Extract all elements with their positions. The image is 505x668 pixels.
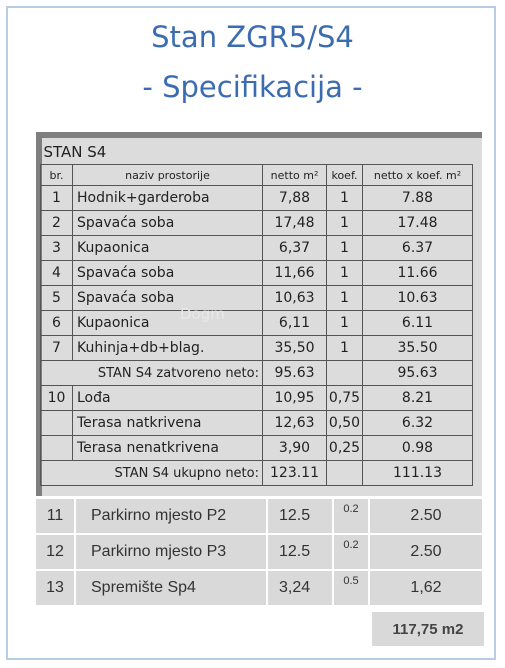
weighted-area: 1,62 xyxy=(370,571,482,605)
table-row: Terasa nenatkrivena 3,90 0,25 0.98 xyxy=(40,435,473,461)
coefficient: 1 xyxy=(326,260,363,286)
weighted-area: 17.48 xyxy=(362,210,473,236)
total-label: STAN S4 ukupno neto: xyxy=(40,460,263,486)
room-name: Spavaća soba xyxy=(72,285,263,311)
total-row: STAN S4 ukupno neto: 123.11 111.13 xyxy=(40,460,473,486)
header-cell: koef. xyxy=(326,164,363,186)
row-number: 6 xyxy=(40,310,73,336)
row-number: 11 xyxy=(36,499,74,533)
row-number: 4 xyxy=(40,260,73,286)
net-area: 10,95 xyxy=(262,385,327,411)
weighted-area: 2.50 xyxy=(370,535,482,569)
header-cell: naziv prostorije xyxy=(72,164,263,186)
table-header-row: br. naziv prostorije netto m² koef. nett… xyxy=(40,164,473,186)
row-number: 7 xyxy=(40,335,73,361)
page-title: Stan ZGR5/S4 xyxy=(151,20,354,54)
row-number: 5 xyxy=(40,285,73,311)
coefficient: 1 xyxy=(326,235,363,261)
header-cell: netto m² xyxy=(262,164,327,186)
coefficient: 0.2 xyxy=(334,499,368,533)
item-area: 12.5 xyxy=(268,499,332,533)
item-name: Spremište Sp4 xyxy=(76,571,266,605)
room-name: Kuhinja+db+blag. xyxy=(72,335,263,361)
coefficient: 0,75 xyxy=(326,385,363,411)
row-number: 1 xyxy=(40,185,73,211)
net-area: 7,88 xyxy=(262,185,327,211)
coefficient: 1 xyxy=(326,335,363,361)
room-name: Kupaonica xyxy=(72,235,263,261)
net-area: 17,48 xyxy=(262,210,327,236)
row-number xyxy=(40,435,73,461)
grand-total: 117,75 m2 xyxy=(372,612,484,646)
row-number: 13 xyxy=(36,571,74,605)
row-number: 12 xyxy=(36,535,74,569)
room-name: Spavaća soba xyxy=(72,210,263,236)
row-number: 2 xyxy=(40,210,73,236)
net-area: 6,37 xyxy=(262,235,327,261)
weighted-area: 7.88 xyxy=(362,185,473,211)
room-name: Kupaonica xyxy=(72,310,263,336)
table-row: 5 Spavaća soba 10,63 1 10.63 xyxy=(40,285,473,311)
row-number: 3 xyxy=(40,235,73,261)
net-area: 35,50 xyxy=(262,335,327,361)
extra-row: 11 Parkirno mjesto P2 12.5 0.2 2.50 xyxy=(36,499,482,533)
room-name: Lođa xyxy=(72,385,263,411)
coefficient: 1 xyxy=(326,210,363,236)
total-weighted: 111.13 xyxy=(362,460,473,486)
weighted-area: 10.63 xyxy=(362,285,473,311)
weighted-area: 11.66 xyxy=(362,260,473,286)
coefficient: 0.2 xyxy=(334,535,368,569)
table-row: 1 Hodnik+garderoba 7,88 1 7.88 xyxy=(40,185,473,211)
table-row: Terasa natkrivena 12,63 0,50 6.32 xyxy=(40,410,473,436)
subtotal-weighted: 95.63 xyxy=(362,360,473,386)
extra-row: 12 Parkirno mjesto P3 12.5 0.2 2.50 xyxy=(36,535,482,569)
coefficient: 1 xyxy=(326,185,363,211)
room-specification-table: STAN S4 br. naziv prostorije netto m² ko… xyxy=(40,140,473,486)
weighted-area: 0.98 xyxy=(362,435,473,461)
table-row: 3 Kupaonica 6,37 1 6.37 xyxy=(40,235,473,261)
room-name: Hodnik+garderoba xyxy=(72,185,263,211)
table-row: 6 Kupaonica 6,11 1 6.11 xyxy=(40,310,473,336)
item-name: Parkirno mjesto P3 xyxy=(76,535,266,569)
room-name: Spavaća soba xyxy=(72,260,263,286)
net-area: 6,11 xyxy=(262,310,327,336)
closed-subtotal-row: STAN S4 zatvoreno neto: 95.63 95.63 xyxy=(40,360,473,386)
coefficient: 0.5 xyxy=(334,571,368,605)
extra-row: 13 Spremište Sp4 3,24 0.5 1,62 xyxy=(36,571,482,605)
table-row: 10 Lođa 10,95 0,75 8.21 xyxy=(40,385,473,411)
table-row: 2 Spavaća soba 17,48 1 17.48 xyxy=(40,210,473,236)
coefficient: 0,50 xyxy=(326,410,363,436)
net-area: 3,90 xyxy=(262,435,327,461)
room-name: Terasa natkrivena xyxy=(72,410,263,436)
weighted-area: 6.11 xyxy=(362,310,473,336)
table-caption: STAN S4 xyxy=(40,140,473,165)
row-number xyxy=(40,410,73,436)
total-net: 123.11 xyxy=(262,460,327,486)
weighted-area: 6.32 xyxy=(362,410,473,436)
coefficient: 1 xyxy=(326,310,363,336)
weighted-area: 8.21 xyxy=(362,385,473,411)
page-subtitle: - Specifikacija - xyxy=(142,70,363,104)
subtotal-net: 95.63 xyxy=(262,360,327,386)
weighted-area: 35.50 xyxy=(362,335,473,361)
net-area: 11,66 xyxy=(262,260,327,286)
header-cell: netto x koef. m² xyxy=(362,164,473,186)
table-row: 4 Spavaća soba 11,66 1 11.66 xyxy=(40,260,473,286)
subtotal-label: STAN S4 zatvoreno neto: xyxy=(40,360,263,386)
item-name: Parkirno mjesto P2 xyxy=(76,499,266,533)
row-number: 10 xyxy=(40,385,73,411)
net-area: 10,63 xyxy=(262,285,327,311)
room-name: Terasa nenatkrivena xyxy=(72,435,263,461)
weighted-area: 2.50 xyxy=(370,499,482,533)
watermark-logo: Dogm xyxy=(180,305,225,323)
item-area: 3,24 xyxy=(268,571,332,605)
coefficient: 1 xyxy=(326,285,363,311)
table-row: 7 Kuhinja+db+blag. 35,50 1 35.50 xyxy=(40,335,473,361)
header-cell: br. xyxy=(40,164,73,186)
item-area: 12.5 xyxy=(268,535,332,569)
net-area: 12,63 xyxy=(262,410,327,436)
weighted-area: 6.37 xyxy=(362,235,473,261)
coefficient: 0,25 xyxy=(326,435,363,461)
